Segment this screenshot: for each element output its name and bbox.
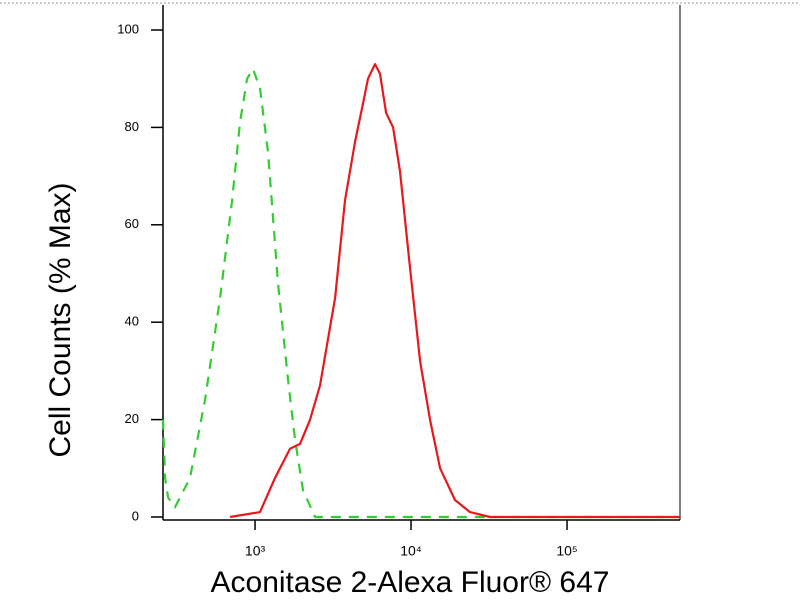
y-tick-label: 60 — [125, 216, 139, 231]
y-tick-label: 0 — [132, 508, 139, 523]
y-tick-label: 100 — [117, 21, 139, 36]
y-tick-label: 20 — [125, 411, 139, 426]
x-tick-label: 10⁵ — [556, 543, 577, 559]
series-line — [229, 62, 680, 519]
x-tick-label: 10⁴ — [400, 543, 422, 559]
x-tick-label: 10³ — [245, 543, 266, 559]
series-line — [161, 67, 680, 519]
y-tick-label: 80 — [125, 119, 139, 134]
x-axis-title: Aconitase 2-Alexa Fluor® 647 — [211, 566, 610, 599]
y-tick-label: 40 — [125, 314, 139, 329]
y-axis-title: Cell Counts (% Max) — [44, 182, 77, 457]
